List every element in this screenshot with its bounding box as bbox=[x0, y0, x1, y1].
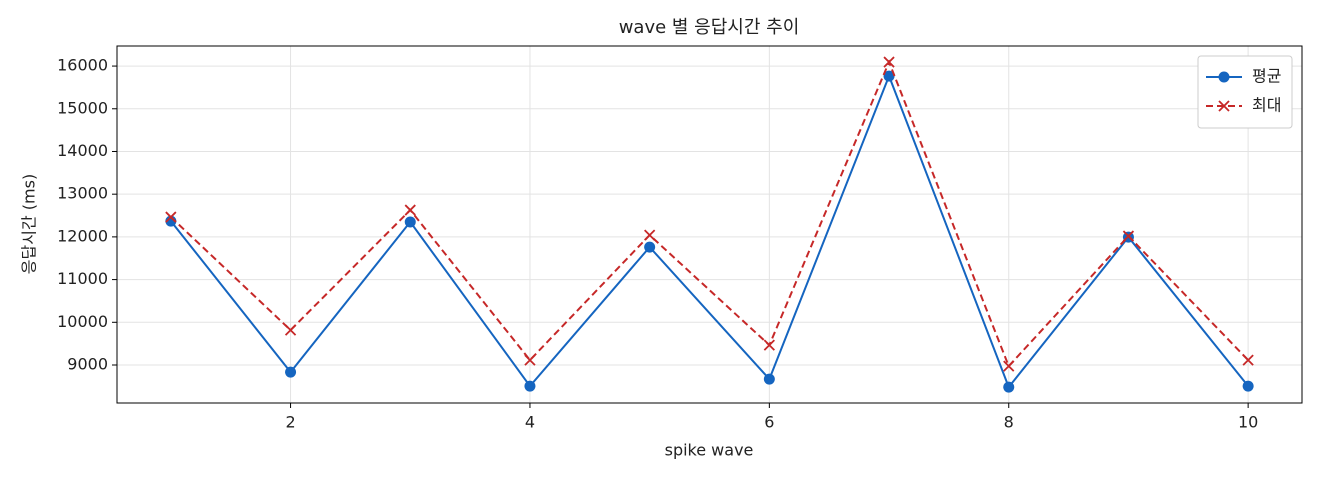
legend-marker bbox=[1218, 71, 1230, 83]
marker bbox=[404, 204, 416, 216]
y-axis-label: 응답시간 (ms) bbox=[20, 174, 39, 274]
marker bbox=[644, 229, 656, 241]
marker bbox=[1003, 381, 1015, 393]
series-line bbox=[170, 73, 1249, 390]
plot-frame bbox=[116, 45, 1303, 404]
legend-label: 최대 bbox=[1252, 96, 1281, 115]
x-tick-label: 10 bbox=[1238, 413, 1258, 432]
x-axis-label: spike wave bbox=[665, 441, 754, 460]
y-tick-label: 13000 bbox=[57, 184, 108, 203]
legend-label: 평균 bbox=[1252, 67, 1281, 86]
marker bbox=[1003, 360, 1015, 372]
series-line bbox=[170, 59, 1249, 368]
x-tick-label: 4 bbox=[525, 413, 535, 432]
marker bbox=[763, 339, 775, 351]
y-tick-label: 9000 bbox=[67, 354, 108, 373]
legend-marker bbox=[1218, 100, 1230, 112]
y-tick-label: 12000 bbox=[57, 226, 108, 245]
marker bbox=[165, 211, 177, 223]
marker bbox=[404, 216, 416, 228]
marker bbox=[883, 70, 895, 82]
x-tick-label: 8 bbox=[1004, 413, 1014, 432]
marker bbox=[524, 380, 536, 392]
x-tick-label: 2 bbox=[285, 413, 295, 432]
y-tick-label: 15000 bbox=[57, 98, 108, 117]
marker bbox=[763, 373, 775, 385]
x-tick-label: 6 bbox=[764, 413, 774, 432]
marker bbox=[1242, 380, 1254, 392]
y-tick-label: 10000 bbox=[57, 312, 108, 331]
marker bbox=[883, 56, 895, 68]
marker bbox=[1242, 354, 1254, 366]
marker bbox=[644, 241, 656, 253]
y-tick-label: 16000 bbox=[57, 56, 108, 75]
marker bbox=[285, 366, 297, 378]
y-tick-label: 14000 bbox=[57, 141, 108, 160]
marker bbox=[1122, 230, 1135, 242]
marker bbox=[524, 354, 536, 366]
chart-title: wave 별 응답시간 추이 bbox=[619, 17, 800, 38]
y-tick-label: 11000 bbox=[57, 269, 108, 288]
marker bbox=[284, 324, 297, 336]
